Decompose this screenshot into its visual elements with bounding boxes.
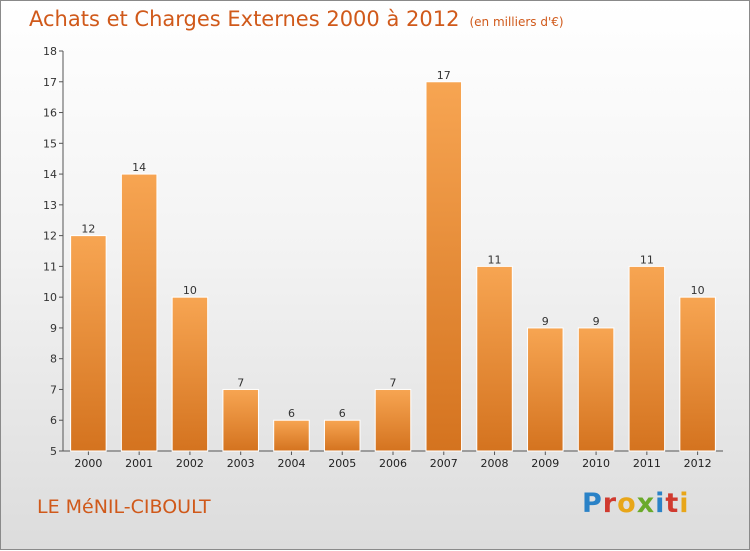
x-tick-label: 2002 [176, 457, 204, 470]
x-tick-label: 2006 [379, 457, 407, 470]
bar-2012 [679, 296, 716, 452]
y-tick-label: 15 [43, 137, 57, 150]
data-label: 7 [390, 376, 397, 389]
y-tick-label: 16 [43, 107, 57, 120]
y-tick-label: 8 [50, 353, 57, 366]
bar-2003 [222, 388, 259, 452]
data-label: 17 [437, 69, 451, 82]
x-tick-label: 2009 [531, 457, 559, 470]
y-tick-label: 6 [50, 414, 57, 427]
bar-2001 [120, 173, 158, 452]
bar-2008 [476, 265, 513, 452]
data-label: 6 [288, 407, 295, 420]
data-label: 7 [237, 376, 244, 389]
y-tick-label: 9 [50, 322, 57, 335]
bar-2005 [323, 419, 361, 452]
chart-title: Achats et Charges Externes 2000 à 2012 (e… [29, 7, 564, 31]
y-tick-label: 5 [50, 445, 57, 458]
y-tick-label: 13 [43, 199, 57, 212]
city-name: LE MéNIL-CIBOULT [37, 496, 211, 518]
bar-2007 [425, 81, 463, 452]
y-tick-label: 10 [43, 291, 57, 304]
data-label: 14 [132, 161, 146, 174]
x-tick-label: 2012 [684, 457, 712, 470]
x-tick-label: 2001 [125, 457, 153, 470]
x-tick-label: 2005 [328, 457, 356, 470]
x-tick-label: 2003 [227, 457, 255, 470]
data-label: 12 [81, 223, 95, 236]
chart-subtitle: (en milliers d'€) [469, 15, 564, 29]
bar-2009 [527, 327, 564, 452]
y-tick-label: 11 [43, 260, 57, 273]
y-tick-label: 17 [43, 76, 57, 89]
x-tick-label: 2011 [633, 457, 661, 470]
bar-2011 [628, 265, 666, 452]
bars [70, 81, 716, 452]
data-label: 9 [542, 315, 549, 328]
bar-2004 [273, 419, 310, 452]
data-label: 9 [593, 315, 600, 328]
y-tick-label: 7 [50, 383, 57, 396]
data-label: 10 [183, 284, 197, 297]
chart-title-text: Achats et Charges Externes 2000 à 2012 [29, 7, 460, 31]
proxiti-logo: Proxiti [582, 488, 690, 519]
x-tick-label: 2007 [430, 457, 458, 470]
x-tick-label: 2008 [481, 457, 509, 470]
labels: 2000 12 2001 14 2002 10 2003 7 2004 6 2005 6 2006 7 20… [74, 69, 711, 470]
y-tick-label: 18 [43, 45, 57, 58]
bar-2000 [70, 235, 107, 452]
y-tick-label: 12 [43, 230, 57, 243]
x-tick-label: 2004 [277, 457, 305, 470]
bar-2002 [171, 296, 209, 452]
data-label: 10 [691, 284, 705, 297]
x-tick-label: 2010 [582, 457, 610, 470]
data-label: 11 [488, 253, 502, 266]
data-label: 6 [339, 407, 346, 420]
data-label: 11 [640, 253, 654, 266]
y-tick-label: 14 [43, 168, 57, 181]
bar-2010 [577, 327, 615, 452]
x-tick-label: 2000 [74, 457, 102, 470]
bar-2006 [374, 388, 412, 452]
